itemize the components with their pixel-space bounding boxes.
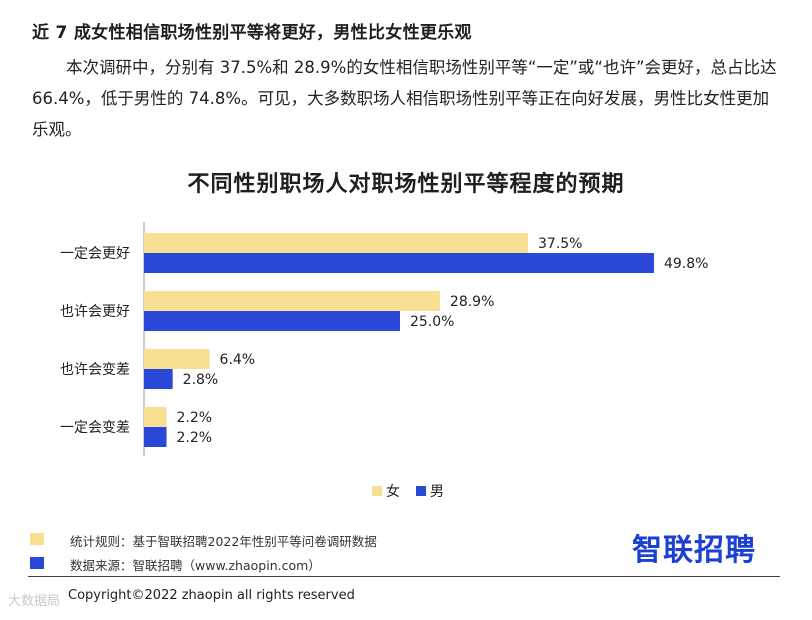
rule-color-box bbox=[30, 533, 44, 545]
value-label: 6.4% bbox=[220, 352, 256, 368]
footer-divider bbox=[28, 576, 780, 577]
legend-label-male: 男 bbox=[430, 484, 444, 500]
bar-female bbox=[144, 233, 528, 253]
legend-label-female: 女 bbox=[386, 484, 400, 500]
category-label: 也许会更好 bbox=[60, 304, 130, 320]
brand-logo: 智联招聘 bbox=[632, 533, 756, 568]
bar-male bbox=[144, 311, 400, 331]
category-label: 也许会变差 bbox=[60, 362, 130, 378]
value-label: 2.2% bbox=[177, 430, 213, 446]
source-color-box bbox=[30, 557, 44, 569]
legend-swatch-female bbox=[372, 486, 382, 496]
copyright: Copyright©2022 zhaopin all rights reserv… bbox=[68, 588, 355, 603]
chart-title: 不同性别职场人对职场性别平等程度的预期 bbox=[187, 172, 625, 197]
value-label: 28.9% bbox=[450, 294, 494, 310]
bar-female bbox=[144, 349, 210, 369]
bar-male bbox=[144, 369, 173, 389]
watermark: 大数据局 bbox=[8, 594, 61, 609]
intro-paragraph: 本次调研中，分别有 37.5%和 28.9%的女性相信职场性别平等“一定”或“也… bbox=[32, 58, 777, 139]
page-heading: 近 7 成女性相信职场性别平等将更好，男性比女性更乐观 bbox=[32, 23, 472, 43]
data-source: 数据来源：智联招聘（www.zhaopin.com） bbox=[70, 558, 321, 573]
statistics-rule: 统计规则：基于智联招聘2022年性别平等问卷调研数据 bbox=[70, 534, 377, 549]
value-label: 37.5% bbox=[538, 236, 582, 252]
chart-legend: 女 男 bbox=[372, 481, 444, 501]
value-label: 2.8% bbox=[183, 372, 219, 388]
value-label: 49.8% bbox=[664, 256, 708, 272]
value-label: 25.0% bbox=[410, 314, 454, 330]
legend-swatch-male bbox=[416, 486, 426, 496]
category-label: 一定会变差 bbox=[60, 420, 130, 436]
bar-female bbox=[144, 291, 440, 311]
bar-male bbox=[144, 253, 654, 273]
bar-male bbox=[144, 427, 167, 447]
category-label: 一定会更好 bbox=[60, 246, 130, 262]
value-label: 2.2% bbox=[177, 410, 213, 426]
bar-female bbox=[144, 407, 167, 427]
